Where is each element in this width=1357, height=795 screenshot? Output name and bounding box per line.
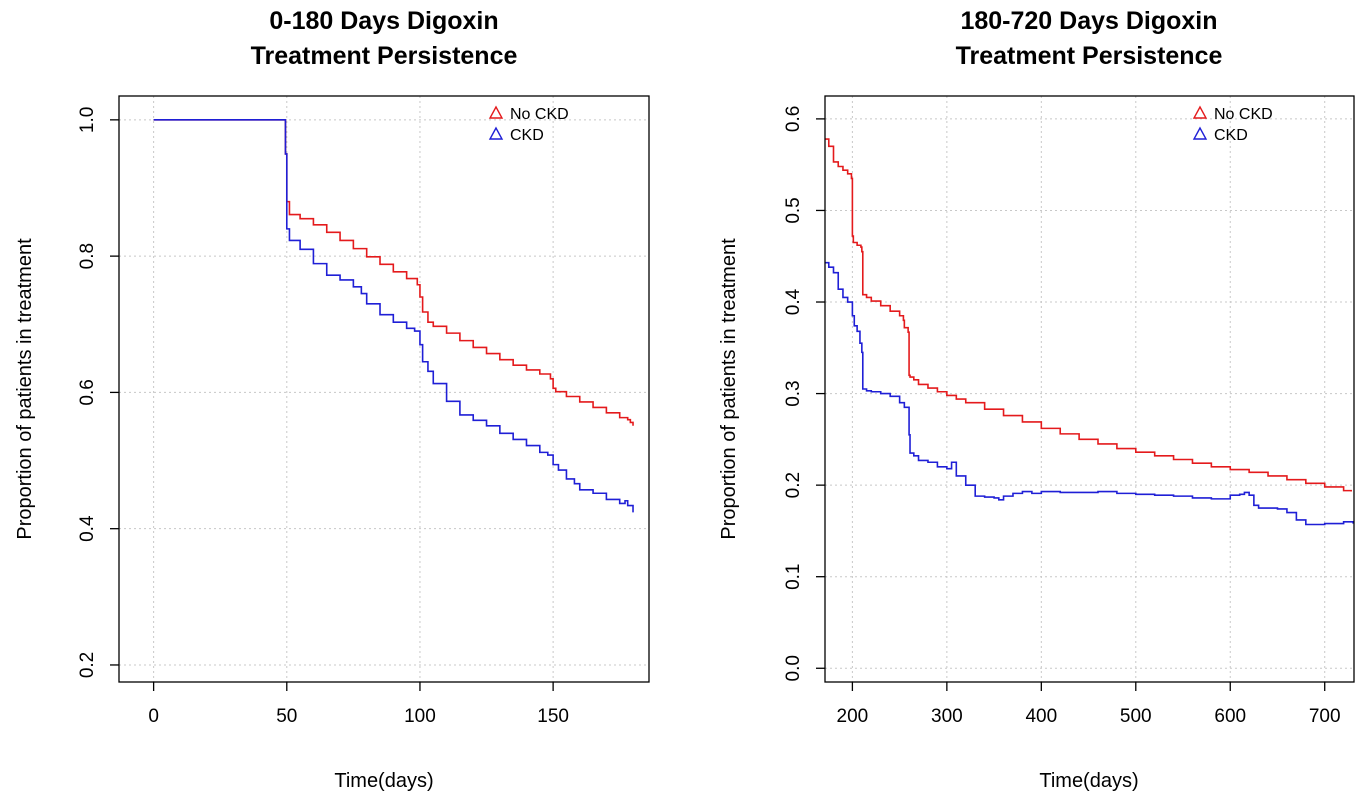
chart-legend: No CKD CKD (1192, 105, 1273, 144)
y-tick-label: 0.6 (77, 379, 98, 405)
y-tick-label: 0.8 (77, 243, 98, 269)
series-line-ckd (825, 261, 1354, 526)
y-tick-label: 0.5 (783, 197, 804, 223)
grid-lines (825, 96, 1354, 682)
chart-title-line2: Treatment Persistence (251, 42, 518, 70)
x-tick-label: 500 (1120, 706, 1152, 727)
x-axis-label: Time(days) (1039, 770, 1138, 792)
series-line-no-ckd (153, 119, 634, 426)
x-tick-label: 300 (931, 706, 963, 727)
legend-triangle-no-ckd-icon (488, 105, 504, 119)
x-tick-label: 150 (537, 706, 569, 727)
series-line-no-ckd (825, 138, 1352, 492)
chart-panel-right: 180-720 Days Digoxin Treatment Persisten… (718, 7, 1355, 792)
x-axis-label: Time(days) (334, 770, 433, 792)
y-axis-ticks: 0.0 0.1 0.2 0.3 0.4 0.5 0.6 (783, 106, 825, 681)
x-tick-label: 700 (1309, 706, 1341, 727)
x-tick-label: 50 (276, 706, 297, 727)
grid-lines (119, 96, 649, 682)
chart-title-line2: Treatment Persistence (956, 42, 1223, 70)
y-axis-label: Proportion of patients in treatment (718, 238, 740, 540)
y-tick-label: 0.1 (783, 563, 804, 589)
y-tick-label: 1.0 (77, 107, 98, 133)
legend-triangle-ckd-icon (1192, 126, 1208, 140)
x-tick-label: 0 (148, 706, 159, 727)
chart-title-line1: 180-720 Days Digoxin (960, 7, 1217, 35)
y-tick-label: 0.0 (783, 655, 804, 681)
chart-panel-left: 0-180 Days Digoxin Treatment Persistence… (14, 7, 650, 792)
x-tick-label: 600 (1214, 706, 1246, 727)
series-lines (825, 138, 1354, 526)
y-axis-ticks: 0.2 0.4 0.6 0.8 1.0 (77, 107, 119, 678)
legend-label-ckd: CKD (1214, 127, 1248, 144)
y-tick-label: 0.3 (783, 380, 804, 406)
chart-legend: No CKD CKD (488, 105, 569, 144)
chart-title-line1: 0-180 Days Digoxin (269, 7, 498, 35)
legend-triangle-ckd-icon (488, 126, 504, 140)
x-axis-ticks: 0 50 100 150 (148, 682, 569, 727)
series-lines (153, 119, 634, 513)
legend-label-no-ckd: No CKD (1214, 106, 1273, 123)
y-tick-label: 0.6 (783, 106, 804, 132)
x-tick-label: 100 (404, 706, 436, 727)
x-axis-ticks: 200 300 400 500 600 700 (837, 682, 1341, 727)
series-line-ckd (153, 119, 634, 513)
y-axis-label: Proportion of patients in treatment (14, 238, 36, 540)
legend-triangle-no-ckd-icon (1192, 105, 1208, 119)
legend-label-no-ckd: No CKD (510, 106, 569, 123)
plot-frame (824, 95, 1355, 683)
x-tick-label: 200 (837, 706, 869, 727)
y-tick-label: 0.2 (783, 472, 804, 498)
plot-frame (118, 95, 650, 683)
y-tick-label: 0.2 (77, 652, 98, 678)
x-tick-label: 400 (1025, 706, 1057, 727)
legend-label-ckd: CKD (510, 127, 544, 144)
y-tick-label: 0.4 (77, 515, 98, 542)
y-tick-label: 0.4 (783, 288, 804, 315)
